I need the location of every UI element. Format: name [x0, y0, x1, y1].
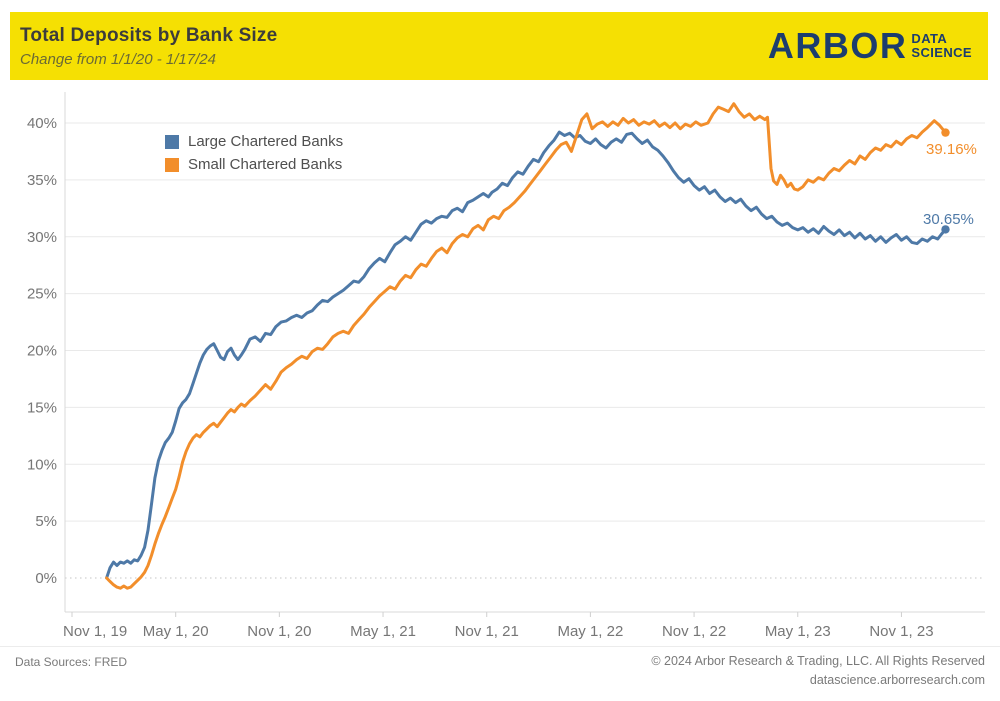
- chart-legend: Large Chartered Banks Small Chartered Ba…: [165, 133, 343, 179]
- y-tick-label: 0%: [35, 570, 57, 587]
- x-axis-labels: Nov 1, 19 May 1, 20 Nov 1, 20 May 1, 21 Nov …: [63, 612, 934, 640]
- x-tick-label: May 1, 20: [143, 623, 209, 640]
- legend-item-large-banks[interactable]: Large Chartered Banks: [165, 133, 343, 150]
- chart-subtitle: Change from 1/1/20 - 1/17/24: [20, 50, 216, 68]
- x-tick-label: Nov 1, 23: [869, 623, 933, 640]
- x-tick-label: Nov 1, 21: [455, 623, 519, 640]
- logo-sub-bottom: SCIENCE: [911, 45, 972, 60]
- copyright-block: © 2024 Arbor Research & Trading, LLC. Al…: [651, 652, 985, 690]
- arbor-logo: ARBOR DATA SCIENCE: [768, 28, 972, 64]
- header-banner: Total Deposits by Bank Size Change from …: [10, 12, 988, 80]
- end-value-label-large-banks: 30.65%: [923, 211, 974, 228]
- y-tick-label: 10%: [27, 456, 57, 473]
- x-tick-label: May 1, 23: [765, 623, 831, 640]
- copyright-text: © 2024 Arbor Research & Trading, LLC. Al…: [651, 654, 985, 668]
- logo-brand-text: ARBOR: [767, 25, 908, 66]
- y-axis-labels: 0% 5% 10% 15% 20% 25% 30% 35% 40%: [27, 115, 57, 587]
- series-line-large-banks-end-dot: [941, 225, 950, 234]
- y-tick-label: 30%: [27, 229, 57, 246]
- chart-title: Total Deposits by Bank Size: [20, 24, 278, 46]
- website-text: datascience.arborresearch.com: [809, 672, 985, 687]
- y-tick-label: 15%: [27, 399, 57, 416]
- data-source-note: Data Sources: FRED: [15, 655, 128, 669]
- gridlines: [65, 122, 985, 579]
- x-tick-label: Nov 1, 20: [247, 623, 311, 640]
- x-tick-label: May 1, 22: [557, 623, 623, 640]
- x-tick-label: May 1, 21: [350, 623, 416, 640]
- x-tick-label: Nov 1, 19: [63, 623, 127, 640]
- x-tick-label: Nov 1, 22: [662, 623, 726, 640]
- footer: Data Sources: FRED © 2024 Arbor Research…: [0, 646, 1000, 701]
- series-line-small-banks[interactable]: [105, 102, 947, 590]
- series-line-large-banks[interactable]: [105, 130, 947, 580]
- legend-item-small-banks[interactable]: Small Chartered Banks: [165, 156, 343, 173]
- legend-label-large: Large Chartered Banks: [188, 133, 344, 150]
- end-value-label-small-banks: 39.16%: [926, 141, 977, 158]
- legend-swatch-small: [165, 157, 179, 172]
- y-tick-label: 5%: [35, 513, 57, 530]
- y-tick-label: 20%: [27, 343, 57, 360]
- legend-swatch-large: [165, 134, 179, 149]
- y-tick-label: 25%: [27, 286, 57, 303]
- y-tick-label: 35%: [27, 172, 57, 189]
- y-tick-label: 40%: [27, 115, 57, 132]
- logo-sub-top: DATA: [911, 30, 948, 46]
- legend-label-small: Small Chartered Banks: [188, 156, 343, 173]
- series-line-small-banks-end-dot: [941, 128, 950, 137]
